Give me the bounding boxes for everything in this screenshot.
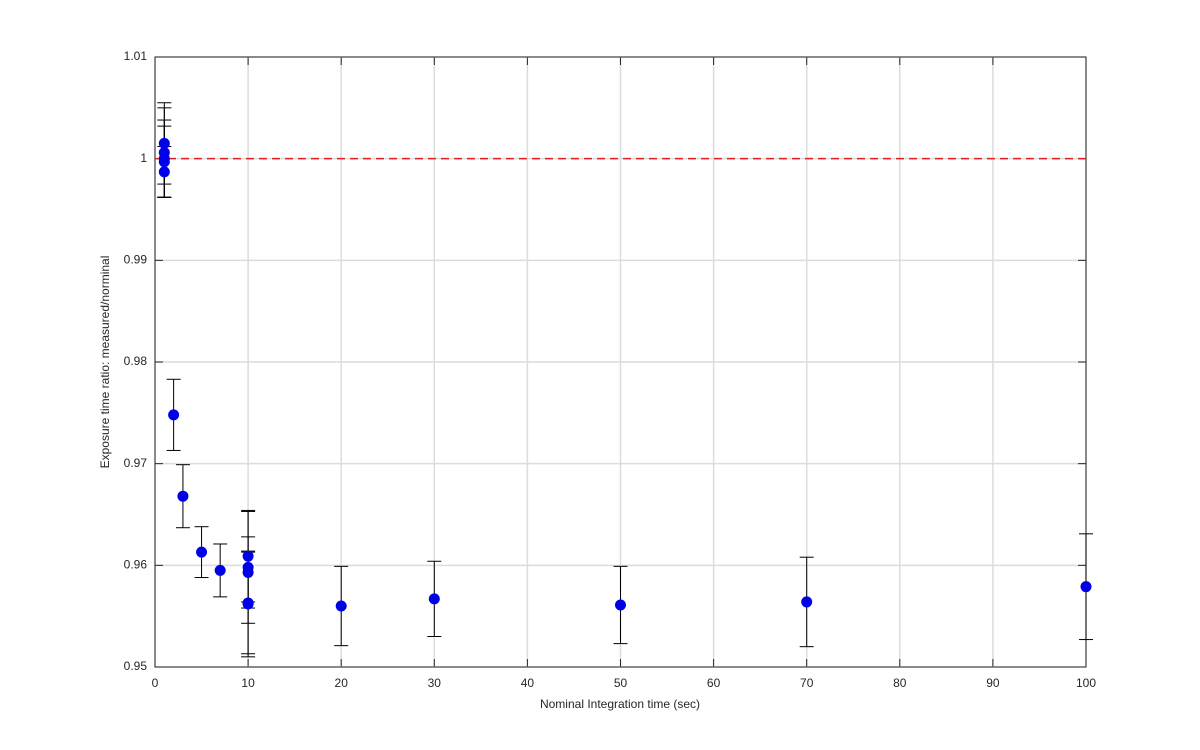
y-tick-label: 0.98 [124, 354, 148, 368]
y-tick-label: 1 [140, 151, 147, 165]
plot-frame [154, 56, 1087, 668]
x-tick-label: 0 [152, 676, 159, 690]
point [335, 600, 347, 612]
point [177, 490, 189, 502]
point [242, 550, 254, 562]
x-tick-label: 100 [1076, 676, 1096, 690]
point [168, 409, 180, 421]
point [196, 546, 208, 558]
x-tick-label: 60 [707, 676, 721, 690]
y-tick-label: 0.95 [124, 659, 148, 673]
point [242, 598, 254, 610]
x-tick-label: 30 [428, 676, 442, 690]
y-tick-label: 0.96 [124, 558, 148, 572]
point [158, 156, 170, 168]
point [615, 599, 626, 611]
x-tick-label: 70 [800, 676, 814, 690]
x-tick-label: 50 [614, 676, 628, 690]
y-tick-label: 0.99 [124, 253, 148, 267]
point [158, 137, 170, 149]
point [801, 596, 813, 608]
point [1080, 581, 1092, 593]
x-axis-label: Nominal Integration time (sec) [540, 697, 700, 711]
x-tick-label: 10 [241, 676, 255, 690]
x-tick-label: 80 [893, 676, 907, 690]
point [242, 566, 254, 578]
x-tick-label: 90 [986, 676, 1000, 690]
point [214, 564, 226, 576]
x-tick-label: 40 [521, 676, 535, 690]
point [158, 166, 170, 178]
y-tick-label: 1.01 [124, 49, 148, 63]
y-axis-label: Exposure time ratio: measured/norminal [98, 256, 112, 469]
x-tick-label: 20 [335, 676, 349, 690]
y-tick-label: 0.97 [124, 456, 148, 470]
point [428, 593, 440, 605]
